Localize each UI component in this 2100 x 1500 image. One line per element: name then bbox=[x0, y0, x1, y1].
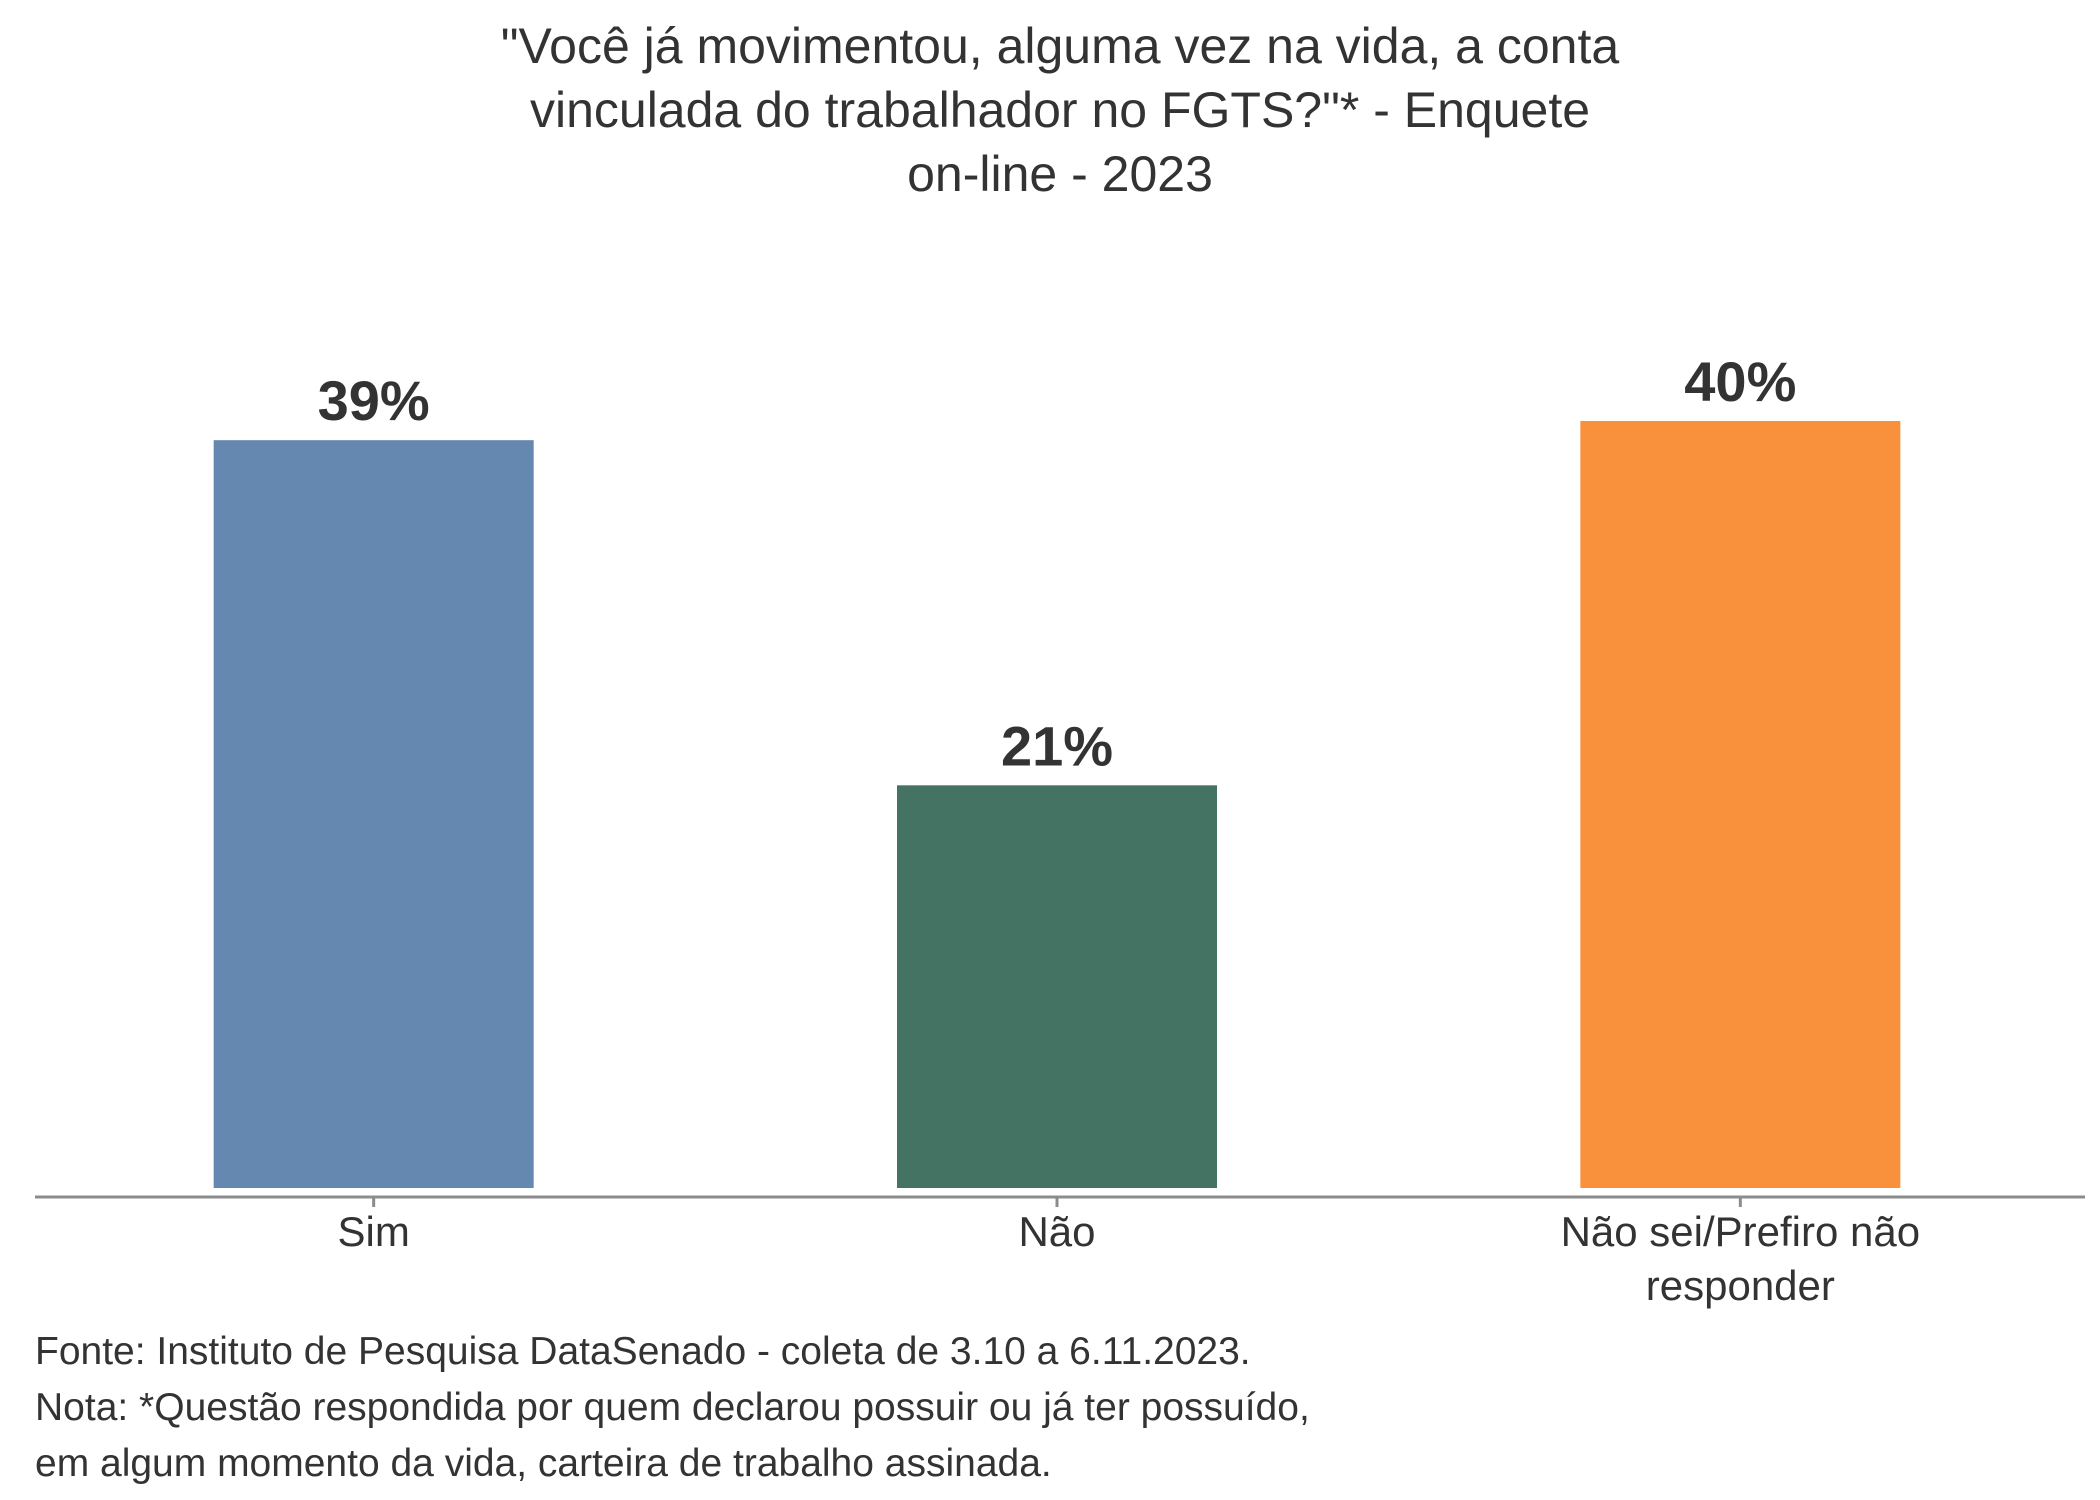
category-label-3-line-2: responder bbox=[1646, 1262, 1835, 1309]
value-label-1: 39% bbox=[318, 369, 430, 432]
chart-title-line-1: "Você já movimentou, alguma vez na vida,… bbox=[500, 18, 1620, 74]
chart-title: "Você já movimentou, alguma vez na vida,… bbox=[350, 14, 1770, 206]
bar-2 bbox=[897, 785, 1217, 1188]
category-label-1: Sim bbox=[337, 1208, 409, 1255]
category-label-3: Não sei/Prefiro não responder bbox=[1561, 1208, 1921, 1309]
chart-title-line-3: on-line - 2023 bbox=[907, 146, 1213, 202]
x-axis-ticks bbox=[372, 1197, 1742, 1207]
value-labels: 39% 21% 40% bbox=[318, 350, 1797, 777]
category-label-2: Não bbox=[1018, 1208, 1095, 1255]
footer-note-line-2: em algum momento da vida, carteira de tr… bbox=[35, 1442, 1052, 1485]
category-label-2-line-1: Não bbox=[1018, 1208, 1095, 1255]
category-label-3-line-1: Não sei/Prefiro não bbox=[1561, 1208, 1921, 1255]
bars-layer bbox=[213, 421, 1901, 1188]
bar-3 bbox=[1580, 421, 1901, 1188]
category-label-1-line-1: Sim bbox=[337, 1208, 409, 1255]
footer-note-line-1: Nota: *Questão respondida por quem decla… bbox=[35, 1386, 1310, 1429]
value-label-2: 21% bbox=[1001, 714, 1113, 777]
value-label-3: 40% bbox=[1684, 350, 1796, 413]
category-labels: Sim Não Não sei/Prefiro não responder bbox=[337, 1208, 1920, 1309]
bar-1 bbox=[213, 440, 534, 1188]
footer-source: Fonte: Instituto de Pesquisa DataSenado … bbox=[35, 1330, 1251, 1373]
chart-title-line-2: vinculada do trabalhador no FGTS?"* - En… bbox=[529, 82, 1591, 138]
